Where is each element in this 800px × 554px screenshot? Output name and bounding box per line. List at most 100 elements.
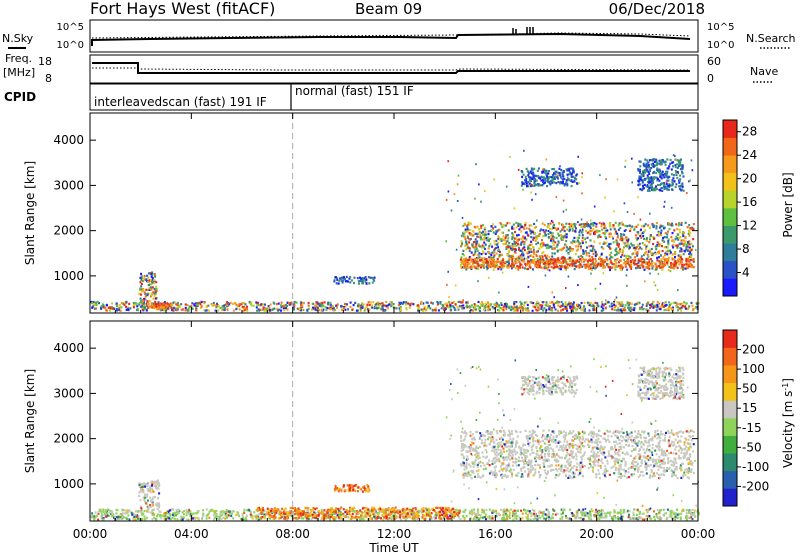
velocity-echo-cell [689,510,692,513]
power-echo-cell [485,236,488,240]
power-echo-cell [162,305,165,309]
velocity-echo-cell [222,516,225,519]
power-echo-cell [619,227,622,230]
power-echo-cell [689,179,691,182]
power-echo-cell [449,304,452,307]
power-ytick-label: 4000 [53,133,84,147]
velocity-echo-cell [485,508,488,512]
power-echo-cell [641,306,643,309]
power-echo-cell [605,299,607,302]
power-echo-cell [496,258,499,261]
velocity-echo-cell [471,511,474,514]
power-echo-cell [602,263,604,266]
power-echo-cell [542,266,545,269]
power-echo-cell [614,259,616,262]
power-echo-cell [577,240,580,243]
power-echo-cell [543,266,546,269]
power-echo-cell [594,250,597,253]
power-echo-cell [241,306,244,309]
power-echo-cell [637,168,640,171]
power-echo-cell [146,292,149,295]
power-echo-cell [178,305,181,309]
power-echo-cell [153,304,156,307]
power-echo-cell [688,231,691,234]
power-echo-cell [689,251,692,254]
power-echo-cell [375,303,378,306]
power-echo-cell [401,302,404,305]
power-echo-cell [683,301,686,304]
velocity-echo-cell [121,515,124,518]
power-echo-cell [93,307,96,310]
power-echo-cell [484,247,486,251]
power-echo-cell [278,308,281,311]
power-echo-cell [625,236,628,239]
power-echo-cell [637,233,640,236]
power-echo-cell [534,306,537,309]
power-echo-cell [457,174,460,177]
velocity-echo-cell [546,509,549,512]
power-echo-cell [544,244,547,247]
power-echo-cell [678,236,681,239]
power-echo-cell [654,304,657,307]
power-echo-cell [268,307,271,310]
power-echo-cell [521,236,524,239]
power-echo-cell [611,235,614,238]
power-echo-cell [662,261,665,264]
power-echo-cell [676,244,679,247]
velocity-echo-cell [214,510,217,513]
power-echo-cell [580,223,583,226]
power-echo-cell [575,174,578,177]
power-echo-cell [675,244,678,247]
power-echo-cell [488,251,491,254]
power-echo-cell [554,301,557,305]
nsearch-label: N.Search [746,32,796,45]
power-echo-cell [665,304,667,307]
power-echo-cell [646,257,649,260]
power-echo-cell [200,305,203,308]
power-echo-cell [676,173,679,176]
power-echo-cell [191,302,194,305]
power-echo-cell [666,158,669,161]
power-echo-cell [367,301,370,304]
velocity-echo-cell [595,508,598,511]
power-echo-cell [586,301,589,304]
power-echo-cell [666,167,669,170]
power-echo-cell [686,192,688,194]
power-echo-cell [619,268,622,271]
power-echo-cell [688,230,691,233]
power-echo-cell [502,306,505,309]
power-echo-cell [658,250,661,253]
power-echo-cell [233,309,235,312]
power-echo-cell [617,234,619,237]
velocity-echo-cell [482,516,484,519]
power-echo-cell [515,241,518,244]
power-echo-cell [525,301,528,304]
power-echo-cell [688,305,691,308]
power-echo-cell [683,239,685,242]
power-echo-cell [500,238,502,241]
power-echo-cell [537,174,540,178]
velocity-echo-cell [151,518,154,521]
power-echo-cell [545,261,548,264]
power-echo-cell [457,300,460,304]
velocity-echo-cell [646,510,649,513]
power-echo-cell [487,261,490,264]
power-echo-cell [258,309,261,312]
power-echo-cell [611,308,614,311]
power-echo-cell [480,236,482,239]
power-echo-cell [562,236,565,239]
power-echo-cell [600,252,603,255]
power-echo-cell [688,252,691,256]
power-echo-cell [446,304,449,307]
power-echo-cell [682,267,685,270]
power-echo-cell [652,265,655,268]
power-echo-cell [580,247,582,250]
power-echo-cell [577,236,580,239]
power-ytick-label: 2000 [53,224,84,238]
power-echo-cell [589,267,592,270]
power-echo-cell [532,268,534,271]
power-echo-cell [523,246,526,249]
power-echo-cell [422,309,425,312]
power-echo-cell [657,162,660,165]
power-echo-cell [572,167,574,170]
